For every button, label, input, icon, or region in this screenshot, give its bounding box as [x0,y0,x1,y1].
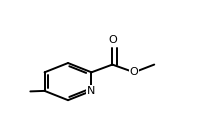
Text: O: O [108,35,117,45]
Text: N: N [87,86,96,96]
Text: O: O [130,67,138,77]
